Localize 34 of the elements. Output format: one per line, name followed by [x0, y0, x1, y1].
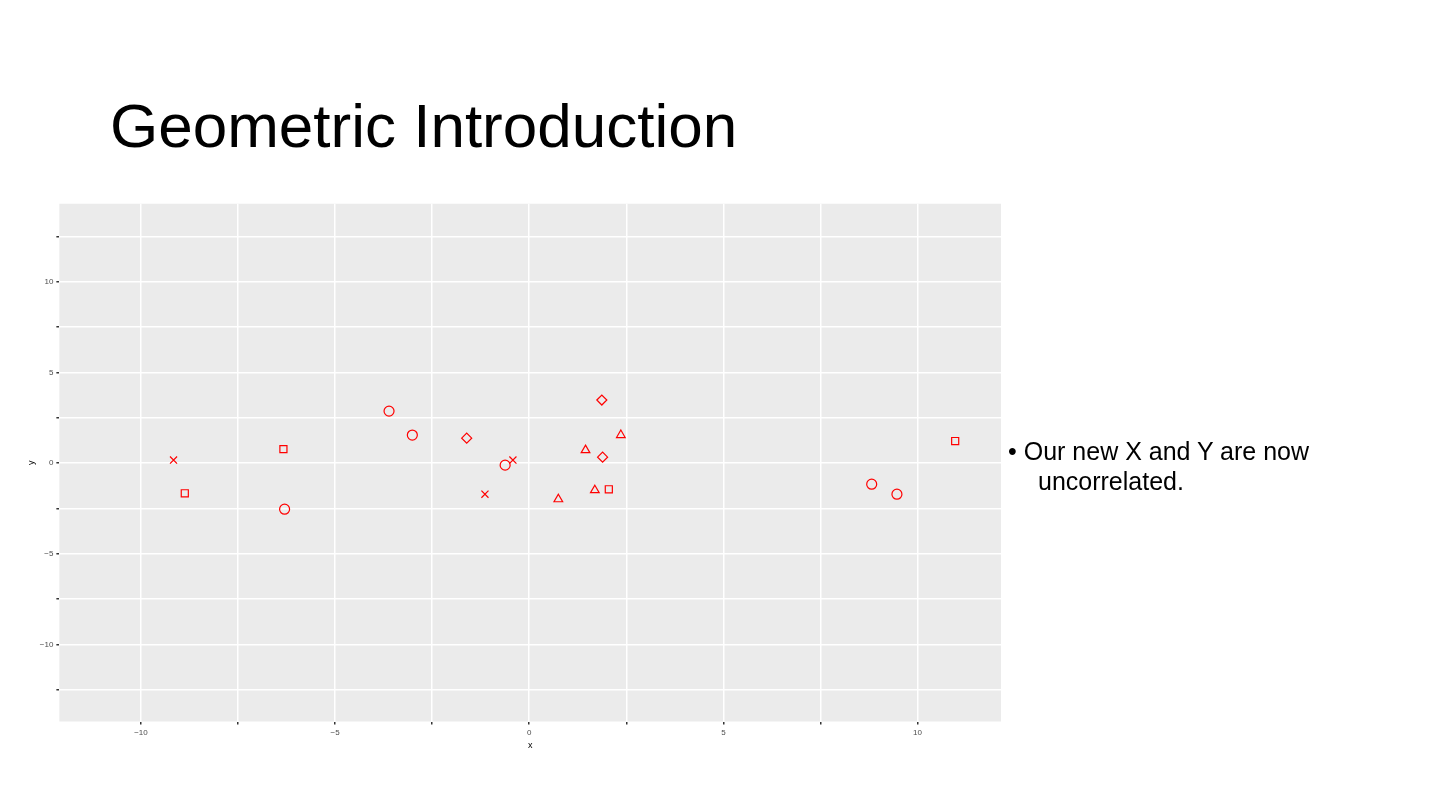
- point: [169, 455, 178, 465]
- y-tick-label: −5: [44, 549, 54, 559]
- y-tick-label: 0: [48, 458, 54, 468]
- point: [406, 429, 418, 441]
- point: [278, 503, 291, 515]
- point: [615, 429, 626, 439]
- x-tick-label: 0: [526, 727, 532, 737]
- point: [580, 444, 591, 454]
- chart-title: Geometric Introduction: [110, 90, 738, 161]
- point: [499, 459, 511, 471]
- point: [461, 432, 473, 444]
- point: [383, 405, 395, 417]
- point: [891, 488, 903, 500]
- x-tick-label: −10: [134, 727, 149, 737]
- y-axis-title: y: [25, 459, 36, 465]
- point: [508, 455, 518, 465]
- x-tick-label: 10: [913, 727, 923, 737]
- x-axis-title: x: [527, 740, 533, 751]
- point: [597, 451, 609, 463]
- y-tick-label: 5: [48, 367, 54, 377]
- y-tick-label: −10: [39, 639, 54, 649]
- point: [866, 478, 878, 490]
- point: [279, 445, 288, 454]
- point: [180, 489, 189, 498]
- y-tick-label: 10: [44, 276, 54, 286]
- text: • Our new X and Y are now uncorrelated.: [1008, 436, 1311, 496]
- point: [596, 394, 608, 406]
- point: [589, 484, 600, 494]
- point: [480, 490, 490, 499]
- point: [604, 485, 613, 494]
- x-tick-label: 5: [721, 727, 727, 737]
- point: [951, 436, 960, 446]
- x-tick-label: −5: [330, 727, 341, 737]
- point: [553, 493, 564, 503]
